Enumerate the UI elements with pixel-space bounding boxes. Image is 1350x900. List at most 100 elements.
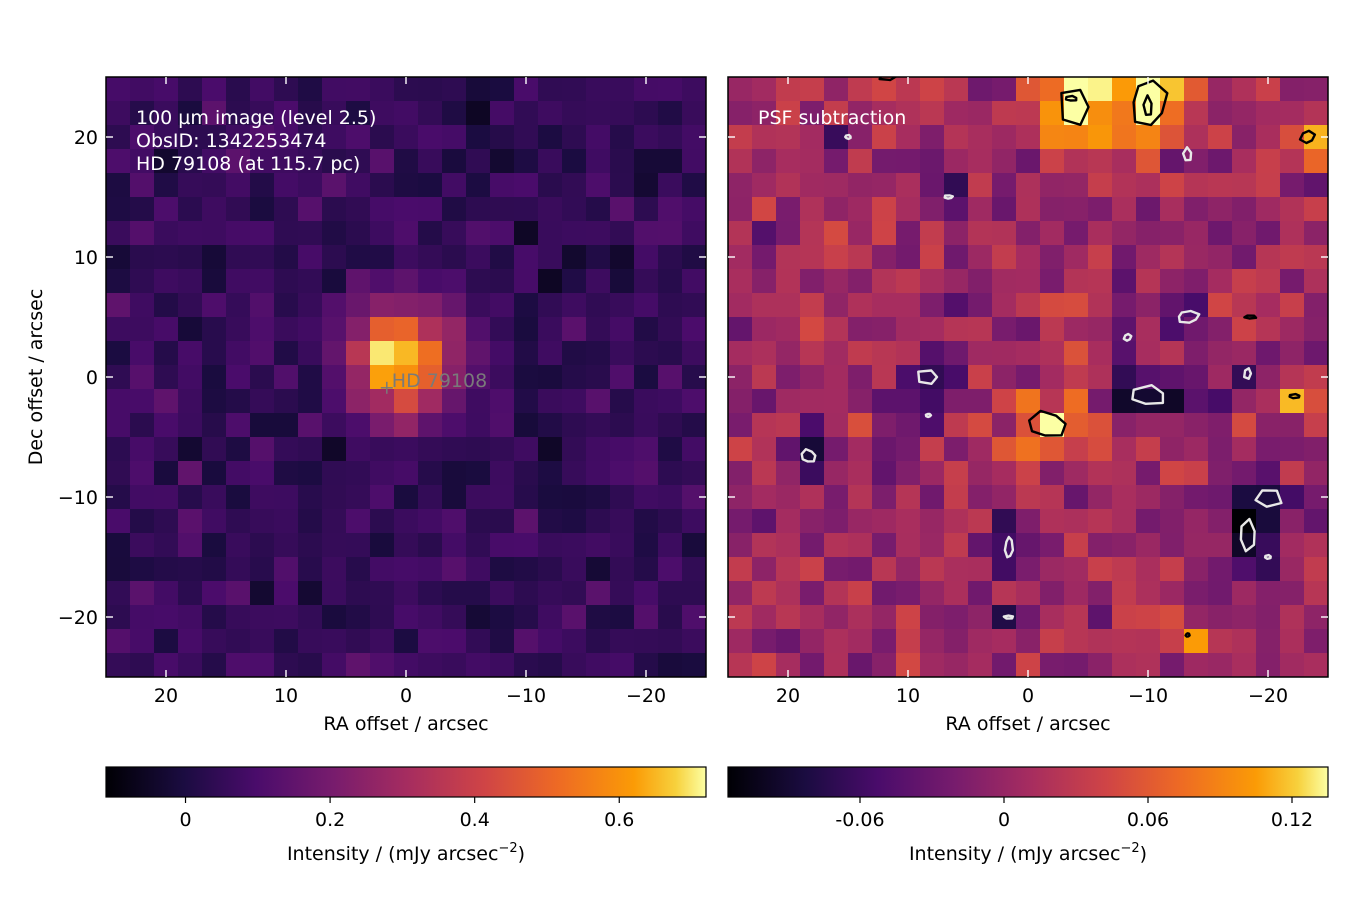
right-pixel — [848, 581, 873, 606]
left-pixel — [658, 341, 683, 366]
right-pixel — [728, 341, 753, 366]
right-pixel — [1040, 389, 1065, 414]
right-pixel — [776, 149, 801, 174]
right-pixel — [1184, 533, 1209, 558]
negative-contour — [1263, 553, 1272, 560]
left-pixel — [442, 245, 467, 270]
right-pixel — [800, 557, 825, 582]
left-pixel — [418, 533, 443, 558]
left-pixel — [658, 77, 683, 102]
left-pixel — [346, 461, 371, 486]
left-pixel — [178, 389, 203, 414]
left-pixel — [418, 269, 443, 294]
right-pixel — [1016, 101, 1041, 126]
left-pixel — [682, 197, 706, 222]
left-pixel — [226, 197, 251, 222]
right-pixel — [1208, 173, 1233, 198]
right-pixel — [1040, 269, 1065, 294]
left-pixel — [154, 221, 179, 246]
right-pixel — [1160, 533, 1185, 558]
right-pixel — [752, 101, 777, 126]
left-pixel — [418, 197, 443, 222]
right-pixel — [728, 437, 753, 462]
left-pixel — [346, 629, 371, 654]
left-pixel — [178, 605, 203, 630]
left-pixel — [250, 389, 275, 414]
left-pixel — [322, 173, 347, 198]
left-pixel — [514, 101, 539, 126]
left-pixel — [106, 341, 131, 366]
right-pixel — [1256, 629, 1281, 654]
right-pixel — [1112, 437, 1137, 462]
left-pixel — [298, 629, 323, 654]
left-pixel — [418, 581, 443, 606]
left-pixel — [634, 173, 659, 198]
right-pixel — [920, 461, 945, 486]
right-pixel — [872, 485, 897, 510]
left-pixel — [226, 461, 251, 486]
left-pixel — [442, 149, 467, 174]
left-pixel — [178, 245, 203, 270]
left-pixel — [346, 509, 371, 534]
right-pixel — [1016, 173, 1041, 198]
right-pixel — [896, 173, 921, 198]
annotation-line-2: ObsID: 1342253474 — [136, 130, 326, 152]
right-pixel — [1040, 533, 1065, 558]
left-pixel — [466, 269, 491, 294]
left-pixel — [346, 389, 371, 414]
right-pixel — [1064, 221, 1089, 246]
right-pixel — [968, 341, 993, 366]
left-pixel — [130, 77, 155, 102]
right-pixel — [1208, 365, 1233, 390]
positive-contour — [1132, 79, 1169, 127]
right-pixel — [1280, 437, 1305, 462]
left-pixel — [442, 629, 467, 654]
right-pixel — [752, 533, 777, 558]
right-pixel — [728, 461, 753, 486]
left-pixel — [634, 125, 659, 150]
left-pixel — [202, 221, 227, 246]
left-pixel — [634, 245, 659, 270]
right-pixel — [824, 533, 849, 558]
right-pixel — [1232, 293, 1257, 318]
right-pixel — [1040, 485, 1065, 510]
right-pixel — [968, 461, 993, 486]
left-pixel — [658, 245, 683, 270]
right-pixel — [1304, 509, 1328, 534]
right-pixel — [1136, 101, 1161, 126]
left-pixel — [298, 413, 323, 438]
right-pixel — [1208, 485, 1233, 510]
left-pixel — [322, 365, 347, 390]
right-pixel — [968, 197, 993, 222]
left-pixel — [562, 605, 587, 630]
left-pixel — [178, 197, 203, 222]
left-pixel — [538, 461, 563, 486]
right-pixel — [1088, 629, 1113, 654]
left-pixel — [130, 293, 155, 318]
left-pixel — [442, 293, 467, 318]
right-pixel — [1040, 221, 1065, 246]
left-pixel — [322, 485, 347, 510]
left-ticks: 20 10 0 −10 −20 20 10 0 −10 −20 — [58, 77, 706, 707]
right-ticks: 20 10 0 −10 −20 — [728, 77, 1328, 707]
positive-contour — [1060, 88, 1090, 127]
left-pixel — [346, 173, 371, 198]
left-pixel — [250, 317, 275, 342]
left-pixel — [490, 581, 515, 606]
right-pixel — [1088, 77, 1113, 102]
left-pixel — [490, 245, 515, 270]
right-pixel — [728, 509, 753, 534]
right-pixel — [968, 437, 993, 462]
right-pixel — [1088, 221, 1113, 246]
left-pixel — [658, 557, 683, 582]
left-pixel — [250, 149, 275, 174]
left-pixel — [490, 317, 515, 342]
left-pixel — [394, 173, 419, 198]
right-pixel — [1136, 557, 1161, 582]
right-pixel — [800, 365, 825, 390]
left-pixel — [346, 437, 371, 462]
left-pixel — [466, 341, 491, 366]
left-pixel — [634, 557, 659, 582]
right-pixel — [1016, 629, 1041, 654]
left-pixel — [298, 317, 323, 342]
